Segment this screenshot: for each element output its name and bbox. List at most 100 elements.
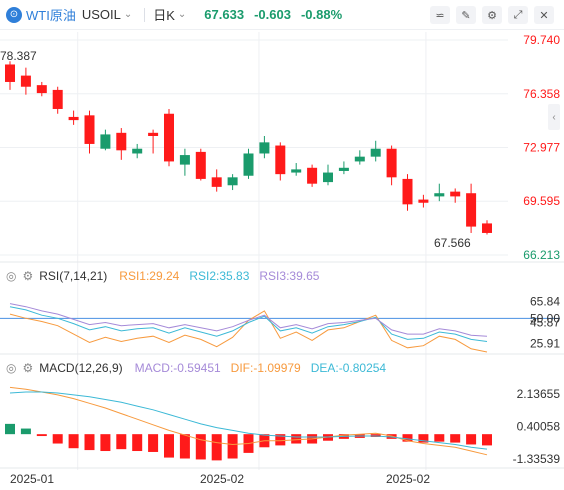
chevron-down-icon[interactable]: ⌄ — [123, 9, 133, 20]
macd-histogram-bar — [195, 434, 206, 460]
candle-body — [227, 177, 238, 186]
candle-body — [68, 116, 79, 121]
candle-body — [36, 85, 47, 94]
macd-histogram-bar — [450, 434, 461, 443]
macd-histogram-bar — [20, 428, 31, 435]
fullscreen-icon[interactable]: ⤢ — [508, 6, 528, 24]
dea-value: DEA:-0.80254 — [310, 361, 387, 375]
time-axis-label: 2025-02 — [386, 472, 430, 486]
candle-body — [179, 155, 190, 165]
macd-histogram-bar — [482, 434, 492, 446]
macd-line-dif — [9, 386, 488, 456]
period-selector[interactable]: 日K — [153, 8, 175, 23]
macd-histogram-bar — [275, 434, 286, 446]
macd-line-dea — [9, 391, 488, 450]
candle-body — [307, 167, 318, 184]
candle-body — [370, 148, 381, 157]
price-axis-label: 79.740 — [523, 33, 560, 47]
candle-body — [338, 167, 349, 171]
macd-settings-icon[interactable]: ⚙ — [22, 361, 34, 375]
macd-histogram-bar — [402, 434, 413, 442]
rsi-line-rsi1 — [9, 310, 488, 353]
time-axis-label: 2025-01 — [10, 472, 54, 486]
macd-histogram-bar — [116, 434, 127, 450]
candle-body — [5, 64, 15, 82]
instrument-name[interactable]: WTI原油 — [26, 8, 76, 23]
price-axis-label: 72.977 — [523, 140, 560, 154]
rsi-header: ◎ ⚙ RSI(7,14,21) RSI1:29.24 RSI2:35.83 R… — [6, 268, 329, 284]
macd-axis-label: 0.40058 — [517, 420, 561, 434]
macd-header: ◎ ⚙ MACD(12,26,9) MACD:-0.59451 DIF:-1.0… — [6, 360, 396, 376]
candle-body — [195, 151, 206, 179]
candle-body — [434, 193, 445, 197]
macd-histogram-bar — [5, 423, 15, 435]
header-toolbar: ⋍ ✎ ⚙ ⤢ ✕ — [430, 6, 554, 24]
candle-body — [450, 191, 461, 197]
candle-body — [164, 113, 174, 162]
rsi1-value: RSI1:29.24 — [119, 269, 180, 283]
macd-histogram-bar — [100, 434, 111, 452]
settings-small-icon[interactable]: ⚙ — [22, 269, 34, 283]
candle-body — [291, 169, 302, 173]
last-price: 67.633 — [204, 7, 245, 22]
close-icon[interactable]: ✕ — [534, 6, 554, 24]
indicator-tool-icon[interactable]: ⋍ — [430, 6, 450, 24]
macd-histogram-bar — [84, 434, 95, 451]
candle-body — [100, 134, 111, 149]
rsi-axis-label: 25.91 — [530, 337, 560, 351]
draw-tool-icon[interactable]: ✎ — [456, 6, 476, 24]
low-marker-label: 67.566 — [434, 236, 471, 250]
candle-body — [52, 89, 63, 109]
time-axis-label: 2025-02 — [200, 472, 244, 486]
candle-body — [211, 177, 222, 187]
macd-name: MACD(12,26,9) — [39, 361, 123, 375]
macd-eye-icon[interactable]: ◎ — [6, 361, 17, 375]
macd-histogram-bar — [164, 434, 174, 458]
candle-body — [275, 145, 286, 175]
candle-body — [402, 178, 413, 205]
candle-body — [243, 153, 254, 176]
rsi-line-rsi3 — [9, 303, 488, 337]
macd-histogram-bar — [211, 434, 222, 461]
macd-axis-label: -1.33539 — [513, 452, 561, 466]
rsi-line-rsi2 — [9, 306, 488, 342]
period-chevron-down-icon[interactable]: ⌄ — [177, 9, 187, 20]
high-marker-label: 78.387 — [0, 49, 37, 63]
candle-body — [84, 115, 95, 144]
rsi-axis-label: 50.00 — [530, 311, 560, 325]
candle-body — [482, 223, 492, 233]
collapse-panel-button[interactable]: ‹ — [548, 104, 560, 130]
macd-histogram-bar — [148, 434, 159, 452]
candle-body — [323, 172, 333, 183]
macd-histogram-bar — [434, 434, 445, 442]
settings-icon[interactable]: ⚙ — [482, 6, 502, 24]
macd-histogram-bar — [418, 434, 429, 443]
rsi3-value: RSI3:39.65 — [259, 269, 320, 283]
macd-value: MACD:-0.59451 — [134, 361, 221, 375]
candle-body — [386, 148, 397, 178]
candle-body — [132, 148, 143, 154]
macd-histogram-bar — [132, 434, 143, 452]
eye-icon[interactable]: ◎ — [6, 269, 17, 283]
candle-body — [354, 156, 365, 162]
dif-value: DIF:-1.09979 — [230, 361, 301, 375]
header-divider — [144, 7, 146, 22]
candle-body — [148, 132, 159, 137]
candle-body — [116, 132, 127, 151]
macd-histogram-bar — [36, 434, 47, 437]
price-change: -0.603 — [254, 7, 291, 22]
macd-histogram-bar — [227, 434, 238, 459]
instrument-logo-icon: ⊙ — [6, 6, 22, 23]
macd-histogram-bar — [179, 434, 190, 459]
candle-body — [418, 199, 429, 203]
macd-histogram-bar — [291, 434, 302, 444]
price-axis-label: 69.595 — [523, 194, 560, 208]
rsi2-value: RSI2:35.83 — [189, 269, 250, 283]
instrument-code[interactable]: USOIL — [81, 7, 121, 22]
chart-header: ⊙ WTI原油 USOIL ⌄ 日K ⌄ 67.633 -0.603 -0.88… — [0, 0, 564, 30]
candle-body — [466, 193, 477, 227]
rsi-axis-label: 45.87 — [530, 316, 560, 330]
candle-body — [259, 142, 270, 154]
macd-axis-label: 2.13655 — [517, 387, 561, 401]
